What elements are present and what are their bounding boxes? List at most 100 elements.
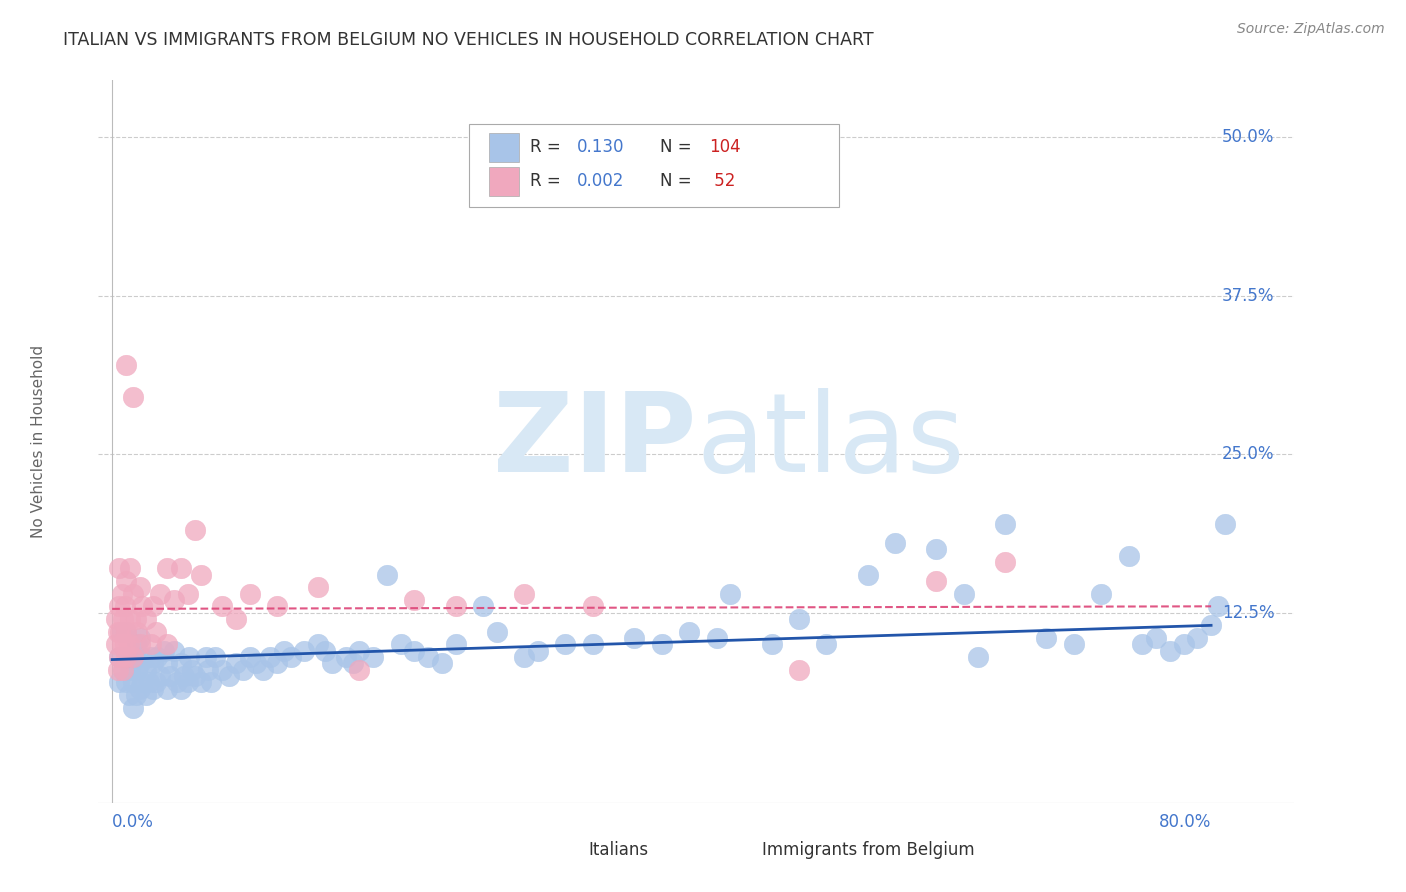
Point: [994, 555, 1017, 569]
Point: [111, 624, 134, 639]
FancyBboxPatch shape: [489, 133, 519, 162]
Point: [225, 612, 247, 626]
Point: [115, 624, 138, 639]
Point: [145, 675, 167, 690]
Text: atlas: atlas: [696, 388, 965, 495]
Point: [706, 631, 728, 645]
Point: [200, 675, 222, 690]
Point: [307, 580, 329, 594]
Point: [1159, 643, 1181, 657]
Point: [108, 650, 131, 665]
Point: [761, 637, 783, 651]
Point: [118, 612, 141, 626]
Point: [582, 599, 605, 614]
Point: [245, 657, 267, 671]
Text: 52: 52: [709, 172, 735, 190]
Text: 25.0%: 25.0%: [1222, 445, 1275, 463]
Point: [139, 637, 162, 651]
Point: [156, 637, 179, 651]
Point: [404, 593, 426, 607]
Point: [105, 637, 128, 651]
Point: [994, 516, 1017, 531]
Point: [416, 650, 439, 665]
Point: [122, 650, 145, 665]
Point: [856, 567, 879, 582]
Point: [128, 580, 150, 594]
Point: [138, 675, 160, 690]
Point: [112, 663, 135, 677]
Point: [110, 624, 132, 639]
Point: [121, 675, 143, 690]
Point: [183, 669, 205, 683]
Point: [273, 643, 295, 657]
Point: [177, 587, 200, 601]
Text: R =: R =: [530, 172, 565, 190]
Point: [105, 612, 128, 626]
Point: [114, 599, 136, 614]
Point: [1118, 549, 1140, 563]
Point: [121, 587, 143, 601]
Point: [554, 637, 576, 651]
Point: [124, 612, 146, 626]
Point: [118, 663, 141, 677]
Point: [678, 624, 700, 639]
Point: [125, 663, 148, 677]
Point: [266, 599, 288, 614]
Point: [170, 561, 193, 575]
Point: [1173, 637, 1195, 651]
Point: [156, 657, 179, 671]
Point: [294, 643, 316, 657]
Point: [472, 599, 495, 614]
Text: N =: N =: [661, 172, 697, 190]
Text: ZIP: ZIP: [492, 388, 696, 495]
Point: [190, 567, 212, 582]
Text: ITALIAN VS IMMIGRANTS FROM BELGIUM NO VEHICLES IN HOUSEHOLD CORRELATION CHART: ITALIAN VS IMMIGRANTS FROM BELGIUM NO VE…: [63, 31, 875, 49]
Point: [1144, 631, 1167, 645]
Point: [232, 663, 254, 677]
Point: [118, 561, 141, 575]
Point: [115, 574, 138, 588]
Point: [173, 669, 195, 683]
Point: [190, 675, 212, 690]
Point: [211, 663, 233, 677]
Point: [884, 536, 907, 550]
Text: 0.130: 0.130: [576, 138, 624, 156]
Text: 0.0%: 0.0%: [112, 813, 155, 831]
Point: [1187, 631, 1209, 645]
Point: [131, 599, 153, 614]
Point: [111, 637, 134, 651]
Point: [112, 612, 135, 626]
Point: [389, 637, 412, 651]
Point: [211, 599, 233, 614]
Point: [111, 587, 134, 601]
Point: [513, 587, 536, 601]
Point: [375, 567, 398, 582]
Point: [108, 650, 131, 665]
Point: [153, 643, 176, 657]
Point: [112, 663, 135, 677]
Point: [139, 650, 162, 665]
Point: [159, 669, 181, 683]
Point: [135, 688, 157, 702]
Point: [128, 657, 150, 671]
Point: [953, 587, 976, 601]
Point: [177, 675, 200, 690]
Point: [335, 650, 357, 665]
Point: [170, 681, 193, 696]
Text: Immigrants from Belgium: Immigrants from Belgium: [762, 841, 974, 859]
FancyBboxPatch shape: [725, 838, 752, 862]
Point: [430, 657, 453, 671]
Point: [163, 593, 186, 607]
Point: [925, 542, 948, 557]
Point: [115, 624, 138, 639]
Point: [1090, 587, 1112, 601]
Point: [142, 681, 165, 696]
Point: [1035, 631, 1057, 645]
Point: [623, 631, 645, 645]
Point: [131, 675, 153, 690]
Point: [259, 650, 281, 665]
Point: [513, 650, 536, 665]
Point: [115, 650, 138, 665]
Point: [527, 643, 550, 657]
Point: [131, 650, 153, 665]
